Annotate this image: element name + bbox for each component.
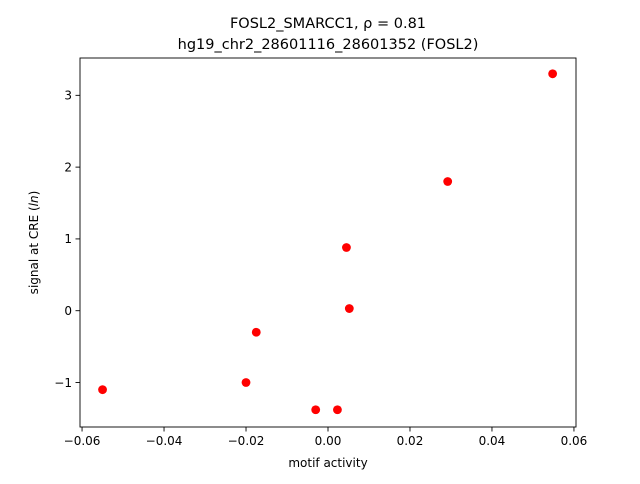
chart-title-line1: FOSL2_SMARCC1, ρ = 0.81 bbox=[230, 16, 426, 32]
scatter-point bbox=[311, 405, 321, 415]
y-tick-label: 1 bbox=[64, 232, 72, 246]
ticks-layer: −0.06 −0.04 −0.02 0.00 0.02 0.04 0.06 −1 0 1 2 3 bbox=[54, 89, 587, 448]
chart-title-line2: hg19_chr2_28601116_28601352 (FOSL2) bbox=[178, 37, 479, 53]
y-tick-label: 3 bbox=[64, 89, 72, 103]
x-tick-label: 0.02 bbox=[397, 434, 424, 448]
plot-frame bbox=[79, 57, 577, 428]
scatter-point bbox=[344, 304, 354, 313]
scatter-point bbox=[98, 385, 107, 395]
x-tick-label: 0.06 bbox=[561, 434, 588, 448]
y-axis-label-ln: ln bbox=[27, 195, 41, 206]
scatter-point bbox=[241, 378, 251, 387]
x-tick-label: 0.00 bbox=[315, 434, 342, 448]
scatter-point bbox=[548, 69, 558, 79]
y-axis-label-close: ) bbox=[27, 191, 41, 196]
x-tick-label: −0.04 bbox=[146, 434, 183, 448]
scatter-point bbox=[443, 177, 453, 186]
x-tick-label: 0.04 bbox=[479, 434, 506, 448]
scatter-point bbox=[342, 243, 351, 252]
scatter-point bbox=[333, 405, 342, 415]
y-axis-label: signal at CRE (ln) bbox=[27, 191, 41, 295]
y-tick-label: −1 bbox=[54, 376, 72, 390]
y-axis-label-text: signal at CRE ( bbox=[27, 206, 41, 294]
x-tick-label: −0.02 bbox=[228, 434, 265, 448]
y-tick-label: 0 bbox=[64, 304, 72, 318]
y-tick-label: 2 bbox=[64, 160, 72, 174]
points-layer bbox=[98, 69, 558, 415]
scatter-point bbox=[251, 327, 261, 337]
x-axis-label: motif activity bbox=[288, 456, 367, 470]
x-tick-label: −0.06 bbox=[64, 434, 101, 448]
